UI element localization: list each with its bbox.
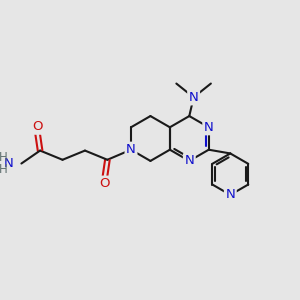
Text: H: H bbox=[0, 163, 8, 176]
Text: O: O bbox=[32, 120, 43, 133]
Text: N: N bbox=[4, 157, 13, 170]
Text: O: O bbox=[99, 177, 110, 190]
Text: H: H bbox=[0, 151, 8, 164]
Text: N: N bbox=[184, 154, 194, 167]
Text: N: N bbox=[189, 91, 199, 104]
Text: N: N bbox=[126, 143, 136, 156]
Text: N: N bbox=[204, 121, 214, 134]
Text: N: N bbox=[225, 188, 235, 201]
